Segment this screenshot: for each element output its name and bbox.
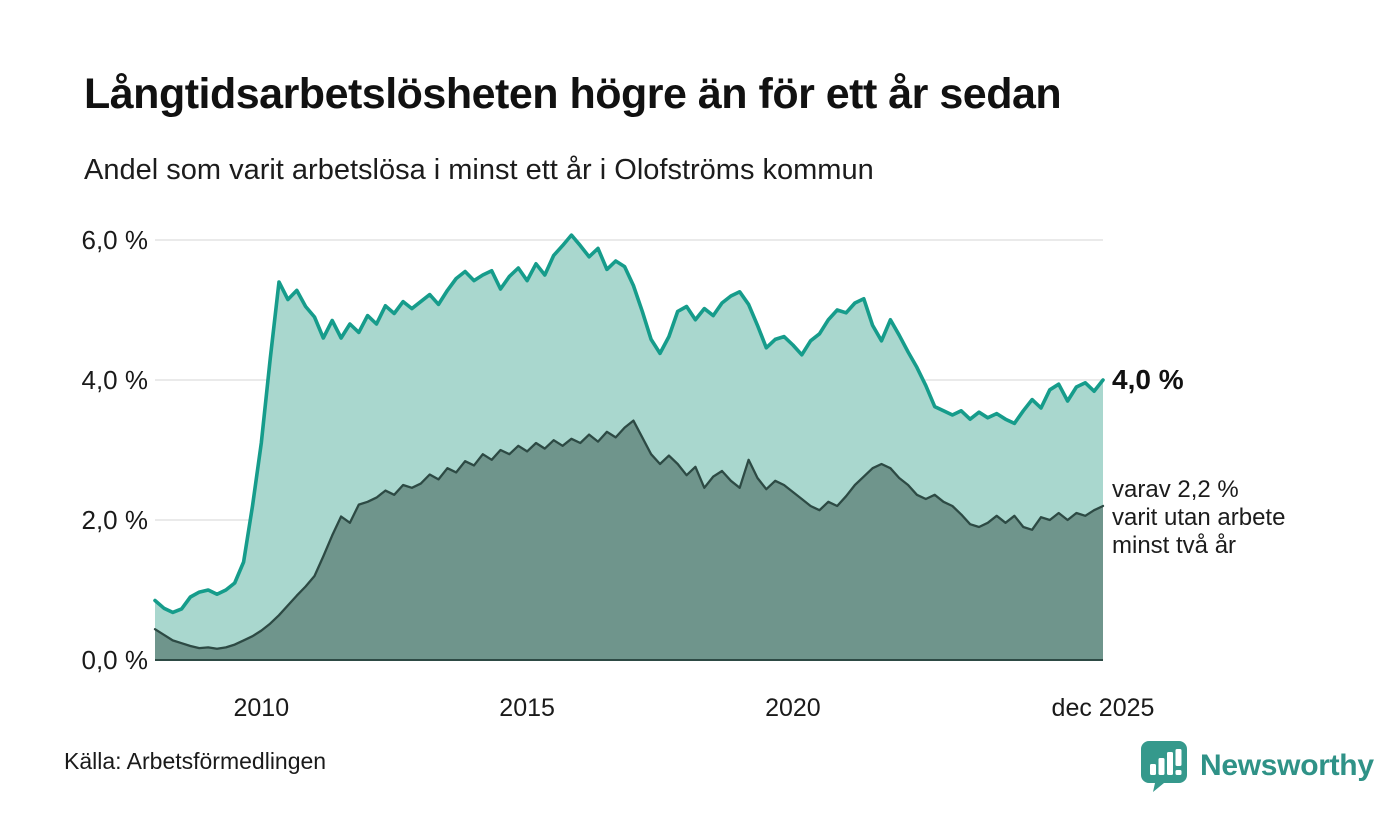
- source-credit: Källa: Arbetsförmedlingen: [64, 748, 327, 774]
- latest-value-label-line: varit utan arbete: [1112, 504, 1286, 531]
- series-line-one-year: [153, 233, 1105, 615]
- newsworthy-wordmark: Newsworthy: [1200, 749, 1374, 782]
- page-subtitle: Andel som varit arbetslösa i minst ett å…: [84, 154, 874, 186]
- latest-value-label-line: minst två år: [1112, 532, 1237, 559]
- newsworthy-logo: Newsworthy: [1140, 740, 1374, 792]
- x-axis-tick-label: dec 2025: [1051, 694, 1155, 722]
- x-axis-tick-label: 2020: [765, 694, 821, 722]
- newsworthy-bubble-chart-icon: [1141, 741, 1187, 792]
- x-axis-tick-label: 2015: [499, 694, 555, 722]
- y-axis-tick-label: 2,0 %: [81, 505, 149, 535]
- latest-value-label-one-year: 4,0 %: [1112, 364, 1184, 395]
- latest-value-label-two-years: varav 2,2 % varit utan arbete minst två …: [1112, 476, 1285, 560]
- series-area-two-years: [155, 420, 1103, 660]
- y-axis-tick-label: 6,0 %: [81, 225, 149, 255]
- series-line-two-years: [153, 419, 1105, 650]
- page-title: Långtidsarbetslösheten högre än för ett …: [84, 70, 1062, 118]
- y-axis-tick-label: 4,0 %: [81, 365, 149, 395]
- latest-value-label-line: varav 2,2 %: [1112, 476, 1239, 503]
- y-axis-tick-label: 0,0 %: [81, 645, 149, 675]
- x-axis-tick-label: 2010: [233, 694, 290, 722]
